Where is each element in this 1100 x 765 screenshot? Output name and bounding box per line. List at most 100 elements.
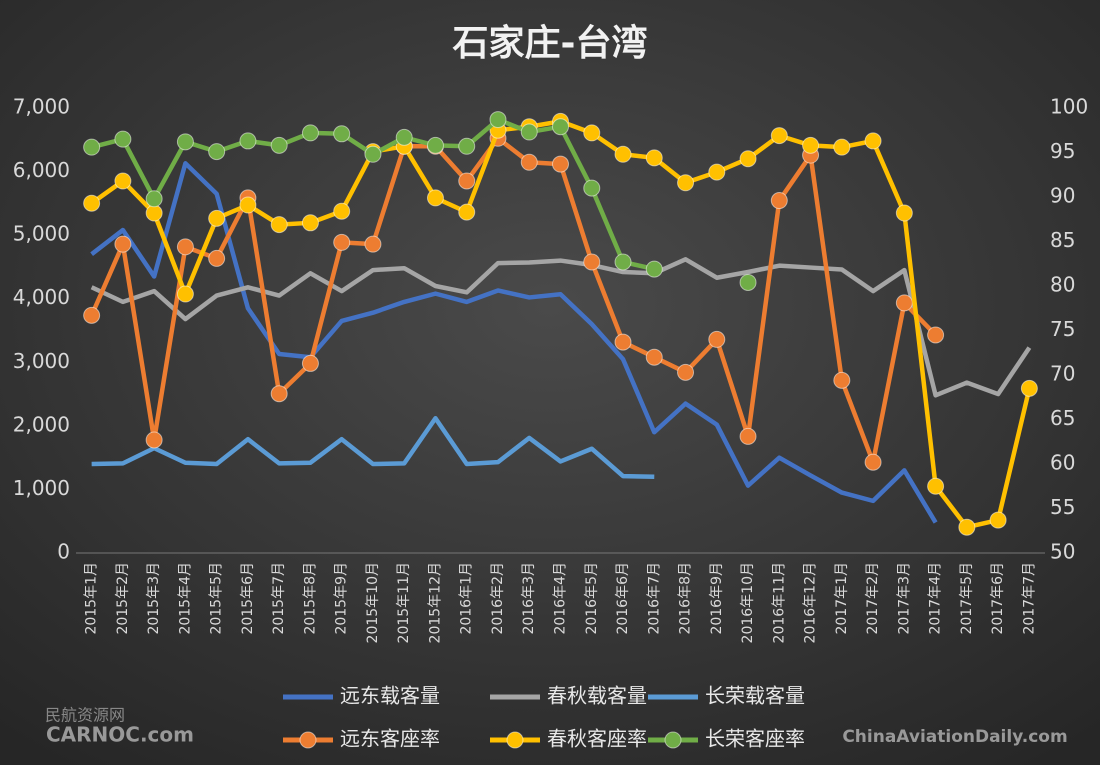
series-marker: [208, 143, 226, 161]
series-marker: [333, 202, 351, 220]
x-tick-label: 2015年3月: [146, 562, 162, 635]
x-tick-label: 2016年6月: [615, 562, 631, 635]
series-marker: [426, 136, 444, 154]
x-tick-label: 2016年1月: [459, 562, 475, 635]
watermark: CARNOC.com: [46, 723, 194, 747]
series-marker: [114, 172, 132, 190]
series-marker: [958, 518, 976, 536]
series-marker: [83, 194, 101, 212]
series-line: [90, 161, 938, 524]
series-marker: [708, 163, 726, 181]
series-marker: [145, 190, 163, 208]
series-marker: [708, 330, 726, 348]
series-marker: [833, 371, 851, 389]
series-marker: [770, 127, 788, 145]
series-marker: [364, 235, 382, 253]
legend-label: 春秋载客量: [547, 684, 647, 708]
series-marker: [114, 130, 132, 148]
x-tick-label: 2015年7月: [271, 562, 287, 635]
x-tick-label: 2015年10月: [365, 562, 381, 643]
x-tick-label: 2015年6月: [240, 562, 256, 635]
series-marker: [583, 179, 601, 197]
x-tick-label: 2015年4月: [177, 562, 193, 635]
y-tick-label: 1,000: [13, 476, 70, 500]
series-marker: [145, 431, 163, 449]
x-tick-label: 2017年2月: [865, 562, 881, 635]
legend-label: 远东客座率: [340, 727, 440, 751]
watermark: 民航资源网: [45, 706, 125, 725]
x-tick-label: 2016年7月: [646, 562, 662, 635]
x-tick-label: 2016年9月: [709, 562, 725, 635]
series-marker: [614, 333, 632, 351]
series-marker: [552, 118, 569, 136]
x-tick-label: 2016年12月: [803, 562, 819, 643]
y2-tick-label: 55: [1050, 495, 1075, 519]
series-marker: [739, 273, 757, 291]
series-line: [90, 257, 1032, 398]
series-marker: [114, 235, 132, 253]
series-marker: [83, 306, 101, 324]
x-tick-label: 2017年5月: [959, 562, 975, 635]
y-tick-label: 5,000: [13, 222, 70, 246]
series-marker: [270, 385, 288, 403]
series-marker: [333, 125, 351, 143]
series-marker: [520, 123, 538, 141]
x-tick-label: 2016年4月: [553, 562, 569, 635]
series-marker: [301, 214, 319, 232]
series-marker: [208, 209, 226, 227]
series-marker: [83, 138, 101, 156]
series-marker: [333, 233, 351, 251]
x-tick-label: 2015年11月: [396, 562, 412, 643]
series-marker: [208, 249, 226, 267]
x-tick-label: 2015年12月: [427, 562, 443, 643]
series-marker: [583, 253, 601, 271]
series-marker: [239, 196, 257, 214]
series-line: [91, 415, 655, 479]
series-marker: [677, 363, 695, 381]
series-marker: [145, 204, 163, 222]
y-tick-label: 0: [57, 540, 70, 564]
series-marker: [1020, 379, 1038, 397]
series-marker: [739, 427, 757, 445]
series-marker: [895, 204, 913, 222]
legend-label: 远东载客量: [340, 684, 440, 708]
legend-marker: [299, 731, 317, 749]
series-marker: [677, 174, 695, 192]
x-tick-label: 2017年7月: [1021, 562, 1037, 635]
series-marker: [239, 132, 257, 150]
y2-tick-label: 80: [1050, 273, 1075, 297]
x-tick-label: 2015年8月: [302, 562, 318, 635]
x-tick-label: 2015年2月: [115, 562, 131, 635]
x-tick-label: 2016年2月: [490, 562, 506, 635]
x-tick-label: 2017年1月: [834, 562, 850, 635]
legend-label: 长荣客座率: [705, 727, 805, 751]
series-marker: [739, 150, 757, 168]
x-tick-label: 2016年10月: [740, 562, 756, 643]
series-marker: [583, 124, 601, 142]
series-marker: [301, 354, 319, 372]
y2-tick-label: 70: [1050, 362, 1075, 386]
series-marker: [270, 216, 288, 234]
y-tick-label: 7,000: [13, 95, 70, 119]
x-tick-label: 2017年3月: [896, 562, 912, 635]
x-tick-label: 2017年6月: [990, 562, 1006, 635]
series-marker: [176, 285, 194, 303]
series-marker: [833, 138, 851, 156]
x-tick-label: 2015年5月: [209, 562, 225, 635]
series-marker: [176, 238, 194, 256]
series-marker: [645, 149, 663, 167]
series-marker: [458, 137, 476, 155]
y2-tick-label: 60: [1050, 451, 1075, 475]
series-marker: [552, 155, 569, 173]
series-marker: [614, 253, 632, 271]
y2-tick-label: 65: [1050, 406, 1075, 430]
series-marker: [927, 477, 945, 495]
x-tick-label: 2015年1月: [84, 562, 100, 635]
legend-label: 春秋客座率: [547, 727, 647, 751]
chart-title: 石家庄-台湾: [453, 22, 648, 64]
series-marker: [895, 294, 913, 312]
series-marker: [614, 145, 632, 163]
series-marker: [645, 348, 663, 366]
x-tick-label: 2015年9月: [334, 562, 350, 635]
